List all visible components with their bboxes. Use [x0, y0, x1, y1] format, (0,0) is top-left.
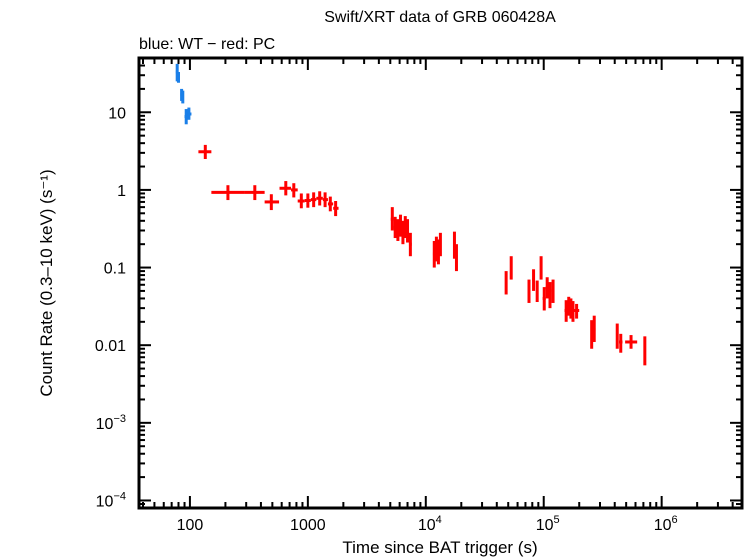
x-tick-label: 106: [654, 514, 678, 534]
data-point: [571, 301, 575, 322]
data-point: [393, 216, 397, 239]
data-point: [401, 220, 405, 245]
data-point: [327, 196, 334, 212]
data-point: [396, 219, 400, 241]
data-point: [564, 300, 568, 322]
data-point: [574, 303, 580, 319]
data-point: [619, 333, 623, 353]
y-tick-label: 1: [117, 183, 126, 200]
data-point: [322, 192, 328, 208]
data-point: [592, 315, 596, 342]
data-point: [438, 232, 442, 257]
data-point: [542, 287, 546, 311]
x-axis-label: Time since BAT trigger (s): [342, 538, 537, 557]
data-point: [181, 90, 185, 104]
data-point: [454, 244, 458, 272]
data-point: [187, 107, 192, 120]
chart-subtitle: blue: WT − red: PC: [139, 36, 275, 53]
data-point: [615, 323, 619, 349]
y-tick-label: 0.1: [104, 261, 126, 278]
data-point: [198, 144, 212, 160]
data-point: [625, 335, 638, 349]
data-point: [316, 191, 323, 206]
y-tick-label: 10−4: [96, 490, 126, 510]
data-point: [333, 200, 339, 217]
data-point: [184, 109, 188, 125]
data-point: [211, 185, 245, 201]
data-point: [390, 207, 394, 231]
y-axis-label: Count Rate (0.3–10 keV) (s⁻¹): [37, 169, 56, 396]
data-point: [643, 336, 647, 366]
data-point: [535, 280, 539, 303]
data-point: [551, 279, 555, 303]
series-pc: [198, 144, 647, 366]
data-point: [408, 232, 412, 257]
data-point: [279, 181, 292, 196]
chart-title: Swift/XRT data of GRB 060428A: [324, 9, 556, 26]
axes: 100 1000 104 105 106 10 1 0.1 0.01 10−3 10−4: [95, 56, 744, 534]
data-point: [176, 72, 180, 83]
plot-frame: [137, 56, 744, 510]
data-point: [545, 277, 549, 299]
data-point: [398, 214, 402, 237]
data-point: [406, 219, 410, 243]
data-point: [244, 185, 265, 201]
data-point: [532, 269, 536, 291]
x-axis-ticks: [141, 58, 734, 508]
x-tick-label: 104: [418, 514, 442, 534]
data-point: [539, 256, 543, 280]
data-point: [297, 193, 305, 209]
data-point: [291, 183, 298, 198]
data-point: [310, 192, 317, 208]
y-tick-label: 10−3: [96, 413, 126, 433]
y-tick-label: 10: [108, 105, 126, 122]
data-point: [548, 282, 552, 309]
series-wt: [175, 63, 192, 125]
data-layer: [175, 63, 647, 366]
x-tick-label: 100: [177, 517, 204, 534]
y-axis-ticks: [139, 57, 742, 509]
data-point: [527, 279, 531, 303]
data-point: [304, 193, 311, 208]
data-point: [264, 194, 280, 211]
data-point: [509, 256, 513, 280]
data-point: [590, 320, 594, 349]
y-tick-label: 0.01: [95, 338, 126, 355]
x-tick-label: 1000: [290, 517, 326, 534]
x-tick-label: 105: [536, 514, 560, 534]
data-point: [504, 271, 508, 295]
